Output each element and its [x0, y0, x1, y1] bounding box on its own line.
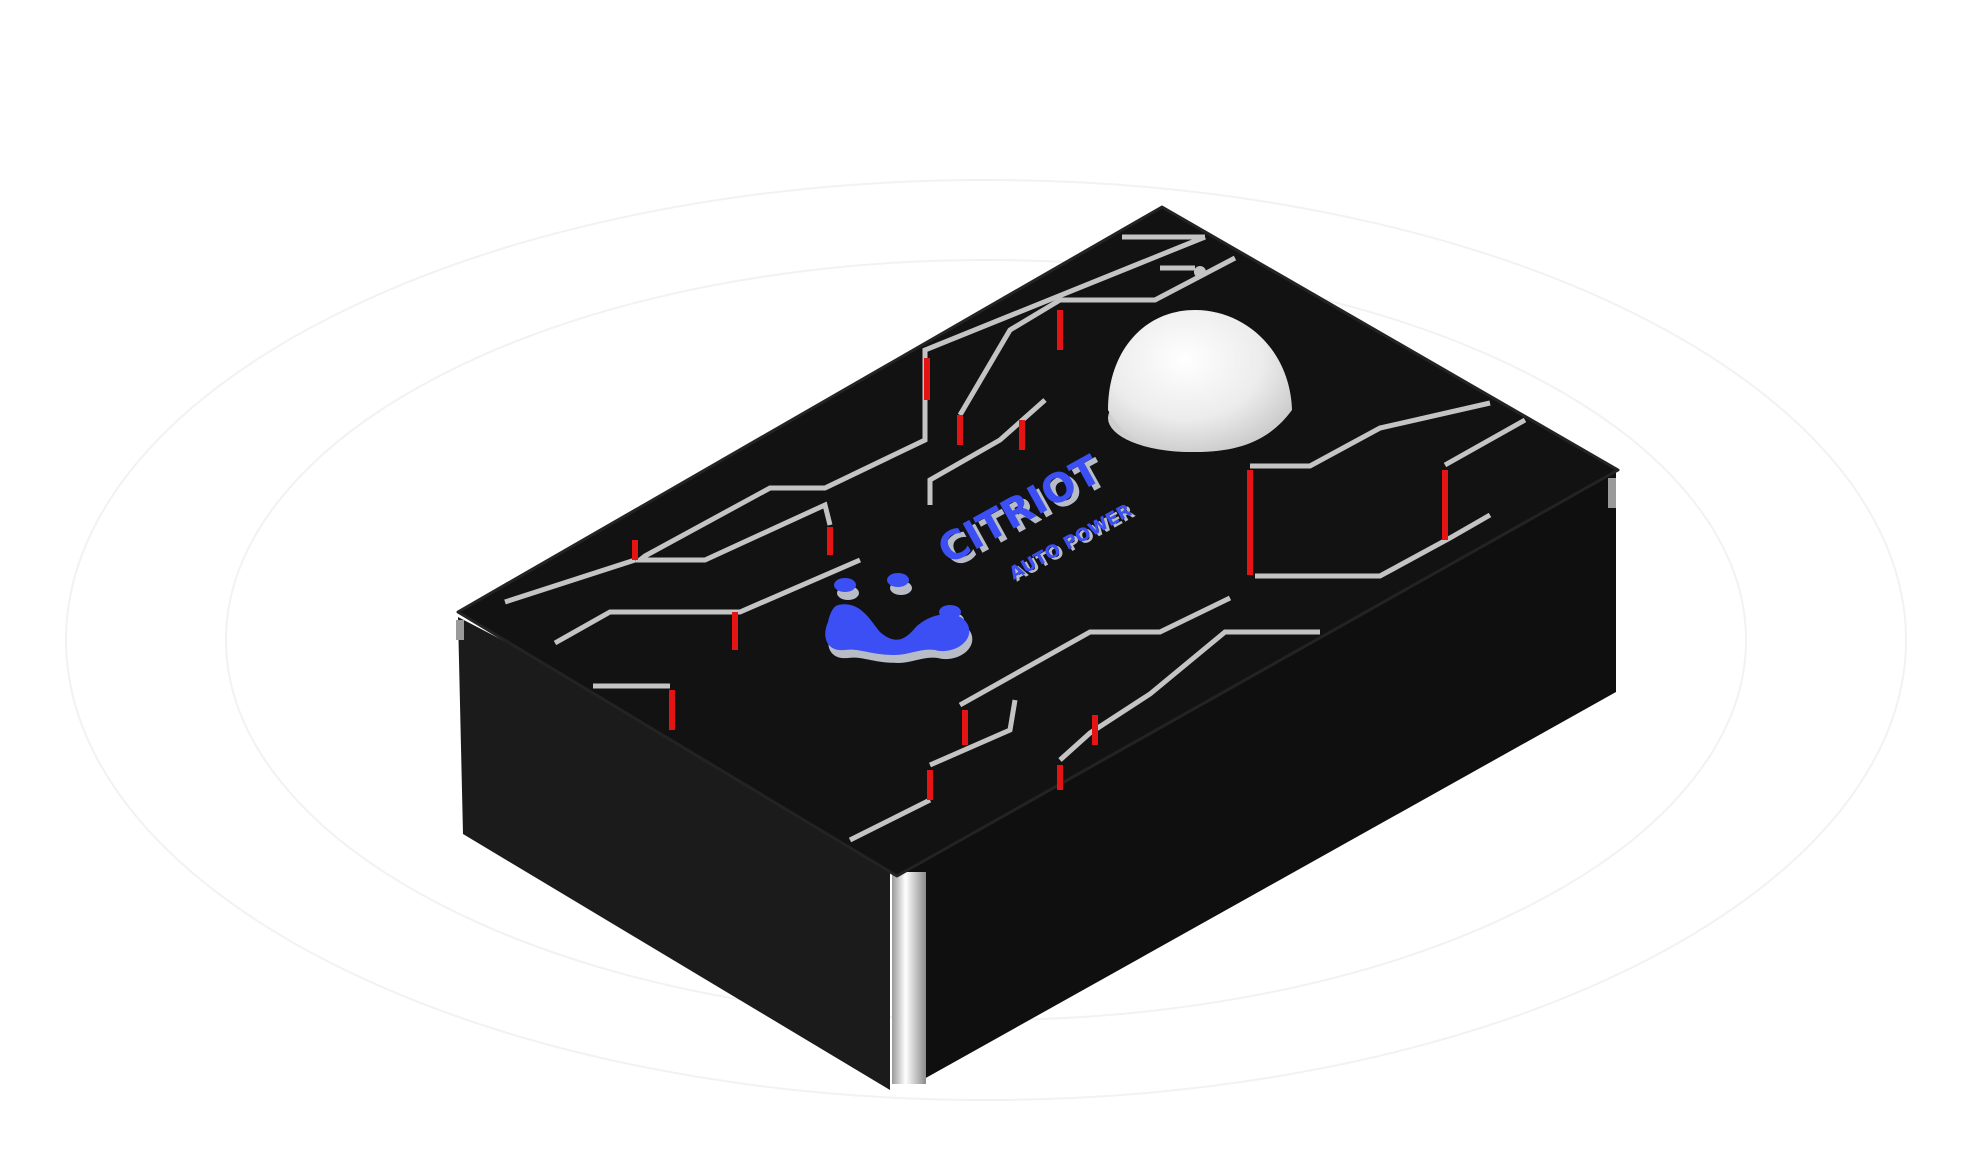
- contact-pad: [1194, 266, 1206, 278]
- corner-post-front: [892, 872, 926, 1084]
- corner-post-right: [1608, 478, 1616, 508]
- enclosure-top: [456, 205, 1620, 878]
- circuit-red-segments: [632, 310, 1448, 800]
- enclosure-left-side: [458, 617, 890, 1090]
- sensor-dome-icon: [1108, 310, 1292, 452]
- corner-post-left: [456, 620, 464, 640]
- citriot-droplet-logo-icon: [825, 573, 973, 663]
- circuit-traces: [504, 234, 1527, 843]
- enclosure-right-side: [890, 472, 1616, 1084]
